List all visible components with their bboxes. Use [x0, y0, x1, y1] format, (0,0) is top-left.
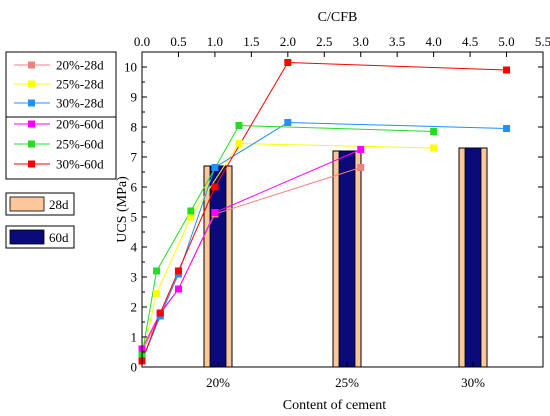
bar-60d [464, 147, 482, 368]
series-point [357, 164, 365, 171]
bar-60d [209, 165, 227, 368]
series-point [187, 207, 195, 215]
x2-tick-label: 1.5 [243, 34, 259, 49]
y-axis-title: UCS (MPa) [115, 176, 130, 243]
y-tick-label: 7 [131, 150, 138, 165]
series-point [503, 125, 511, 132]
x2-tick-label: 5.0 [498, 34, 514, 49]
series-point [284, 59, 292, 66]
series-point [211, 164, 219, 171]
secondary-x-axis-title: C/CFB [318, 10, 358, 25]
series-line [141, 149, 361, 350]
y-tick-label: 2 [131, 300, 138, 315]
series-line [141, 124, 434, 356]
legend-marker [28, 99, 35, 107]
series-line [141, 61, 507, 362]
series-point [284, 119, 292, 126]
legend-marker [28, 140, 35, 148]
bar-legend-swatch [9, 196, 45, 212]
x2-tick-label: 2.0 [280, 34, 296, 49]
legend-box-60d [5, 116, 117, 180]
series-point [235, 122, 243, 129]
legend-marker [28, 160, 35, 168]
series-points [138, 59, 511, 365]
legend-label: 25%-28d [56, 77, 104, 92]
y-tick-label: 0 [131, 360, 138, 375]
series-line [141, 142, 434, 359]
x2-tick-label: 5.5 [535, 34, 550, 49]
series-point [357, 146, 365, 153]
x-tick-label: 20% [206, 375, 230, 390]
bar-60d [338, 150, 356, 368]
axes: 0 1 2 3 4 5 6 7 8 9 10 0.0 0.5 1.0 1.5 2.0 2.5 3.0 3.5 4.0 4… [124, 34, 550, 390]
y-tick-label: 9 [131, 90, 138, 105]
series-point [430, 144, 438, 152]
y-tick-label: 6 [131, 180, 138, 195]
y-tick-label: 10 [124, 60, 137, 75]
series-point [430, 128, 438, 135]
x2-tick-label: 4.5 [462, 34, 478, 49]
series-point [153, 267, 161, 275]
series-lines [141, 61, 507, 362]
x2-tick-label: 3.0 [353, 34, 369, 49]
bar-legend-label: 60d [49, 230, 69, 245]
series-point [503, 66, 511, 74]
y-tick-label: 5 [131, 210, 138, 225]
legend-series: 20%-28d 25%-28d 30%-28d 20%-60d 25%-60d 30%-6… [5, 51, 117, 180]
legend-label: 30%-60d [56, 157, 104, 172]
bar-legend-swatch [9, 229, 45, 245]
series-point [235, 140, 243, 147]
plot-frame [141, 51, 544, 368]
series-point [187, 213, 195, 221]
y-tick-label: 3 [131, 270, 138, 285]
series-point [211, 209, 219, 216]
x2-tick-label: 2.5 [316, 34, 332, 49]
x-tick-label: 30% [461, 375, 485, 390]
legend-label: 25%-60d [56, 137, 104, 152]
series-point [156, 309, 164, 317]
legend-bars: 28d 60d [5, 192, 75, 249]
series-line [141, 121, 507, 362]
x2-tick-label: 0.0 [134, 34, 150, 49]
y-tick-label: 4 [131, 240, 138, 255]
series-point [211, 183, 219, 191]
bars [203, 147, 488, 368]
x-tick-label: 25% [335, 375, 359, 390]
x2-tick-label: 4.0 [426, 34, 442, 49]
x2-tick-label: 0.5 [170, 34, 186, 49]
series-point [153, 290, 161, 297]
x2-tick-label: 3.5 [389, 34, 405, 49]
series-line [141, 167, 361, 353]
series-point [174, 267, 182, 275]
x-axis-title: Content of cement [283, 398, 387, 413]
y-tick-label: 1 [131, 330, 138, 345]
y-tick-label: 8 [131, 120, 138, 135]
legend-label: 30%-28d [56, 96, 104, 111]
x2-tick-label: 1.0 [207, 34, 223, 49]
legend-marker [28, 80, 35, 88]
legend-label: 20%-28d [56, 58, 104, 73]
legend-label: 20%-60d [56, 117, 104, 132]
bar-legend-label: 28d [49, 197, 69, 212]
series-point [174, 285, 182, 293]
legend-marker [28, 120, 35, 128]
legend-marker [28, 61, 35, 69]
